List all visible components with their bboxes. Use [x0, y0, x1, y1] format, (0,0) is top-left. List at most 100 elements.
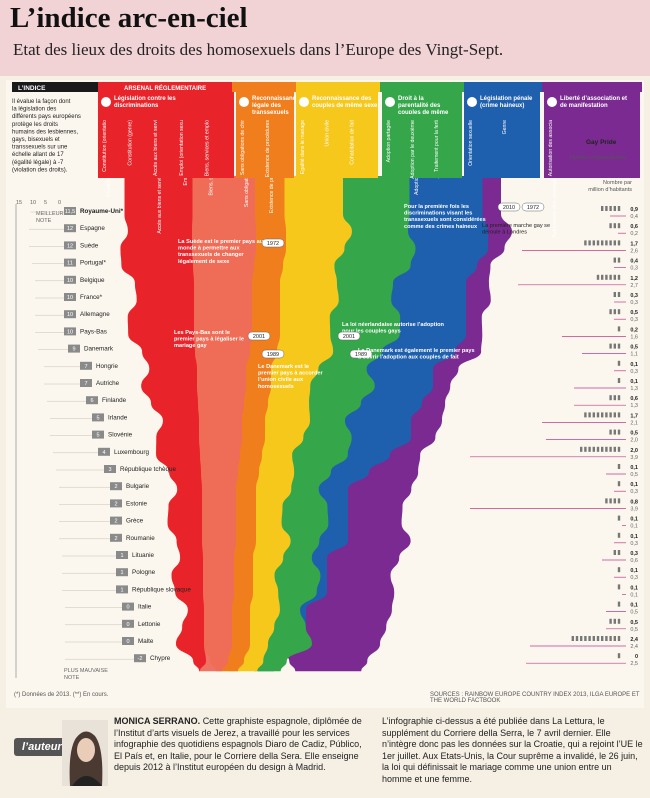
pride-icon [584, 446, 587, 452]
pride-icon [617, 584, 621, 590]
pride-icon [584, 636, 587, 641]
country-name: Autriche [96, 380, 120, 387]
score-value: 10 [67, 295, 73, 301]
pride-value: 0,5 [630, 310, 638, 316]
scale-tick-3: 0 [58, 200, 61, 206]
country-row: 4 Luxembourg 2,03,9 [53, 446, 638, 461]
country-name: République tchèque [120, 466, 177, 473]
annotation-trans-hate-crime-text-line-1: discriminations visant les [404, 211, 472, 217]
score-badge [122, 637, 134, 645]
assoc-value: 1,1 [630, 352, 638, 358]
arsenal-label: ARSENAL RÉGLEMENTAIRE [124, 84, 206, 92]
pride-icon [588, 636, 591, 641]
pride-icon [609, 206, 612, 211]
category-2-label-line-1: couples de même sexe [312, 103, 378, 109]
score-badge [116, 585, 128, 594]
category-0-label-line-1: discriminations [114, 103, 159, 109]
assoc-value: 2,6 [630, 248, 638, 254]
score-badge [92, 430, 104, 439]
pride-icon [617, 395, 621, 401]
category-4-label-line-0: Législation pénale [480, 96, 533, 102]
score-value: 11,5 [65, 209, 75, 215]
score-badge [116, 551, 128, 559]
pride-icon [617, 412, 621, 418]
score-badge [116, 568, 128, 577]
score-badge [64, 327, 76, 336]
score-value: 11 [67, 261, 73, 267]
subcategory-5-0: Autorisation des associa [548, 120, 554, 176]
category-2 [296, 92, 378, 114]
country-row: 5 Irlande 1,72,1 [50, 412, 638, 426]
category-5 [544, 92, 640, 114]
pride-icon [584, 412, 587, 418]
country-name: Danemark [84, 346, 114, 353]
score-value: 4 [102, 450, 105, 456]
annotation-sweden-trans-text-line-1: monde à permettre aux [178, 246, 240, 252]
score-badge [64, 275, 76, 284]
assoc-value: 2,1 [630, 420, 638, 426]
year-1972-sweden-label: 1972 [267, 241, 279, 247]
annotation-trans-hate-crime-text-line-2: transsexuels sont considérées [404, 217, 486, 223]
annotation-sweden-trans-text-line-0: La Suède est le premier pays au [178, 239, 264, 245]
country-row: 0 Malte 2,42,4 [65, 636, 639, 650]
pride-icon [580, 446, 583, 452]
assoc-value: 0,4 [630, 214, 638, 220]
pride-value: 0,3 [630, 551, 638, 557]
annotation-sweden-trans-text-line-3: légalement de sexe [178, 259, 229, 265]
score-badge [64, 258, 76, 267]
page-title: L’indice arc-en-ciel [10, 2, 248, 34]
index-description-line-7: échelle allant de 17 [12, 152, 64, 158]
assoc-value: 0,5 [630, 472, 638, 478]
pride-value: 0,1 [630, 362, 638, 368]
subcategory-1-0: Sans obligations de chir [240, 120, 246, 175]
country-row: 0 Italie 0,10,5 [65, 601, 638, 616]
category-5-icon [547, 97, 557, 107]
pride-icon [605, 446, 608, 452]
band-discrimination [120, 176, 206, 672]
pride-icon [609, 240, 612, 246]
score-badge [104, 465, 116, 473]
country-name: Luxembourg [114, 449, 150, 456]
index-description-line-9: (violation des droits). [12, 167, 68, 173]
country-row: 6 Finlande 0,61,3 [47, 395, 638, 409]
score-badge [110, 533, 122, 542]
country-name: Grèce [126, 518, 144, 525]
pride-icon [596, 446, 600, 452]
population-label-2: million d’habitants [588, 187, 632, 193]
pride-icon [613, 309, 616, 315]
pride-icon [605, 412, 608, 418]
subcategory-0-1: Constitution (genre) [128, 120, 134, 166]
pride-value: 0,1 [630, 482, 638, 488]
category-1-label-line-0: Reconnaissance [252, 96, 300, 102]
country-row: 9 Danemark 0,51,1 [38, 343, 638, 358]
index-description-line-2: différents pays européens [12, 114, 81, 120]
assoc-value: 2,4 [630, 644, 638, 650]
category-0-label-line-0: Législation contre les [114, 96, 176, 102]
annotation-dk-adoption-text-line-1: à ouvrir l’adoption aux couples de fait [358, 355, 459, 361]
country-row: 7 Hongrie 0,10,3 [44, 360, 638, 375]
pride-value: 0,1 [630, 603, 638, 609]
score-value: 12 [67, 226, 73, 232]
score-value: 7 [84, 364, 87, 370]
pride-value: 0,1 [630, 534, 638, 540]
pride-icon [617, 653, 621, 659]
annotation-nl-marriage-text-line-2: mariage gay [174, 343, 208, 349]
pride-icon [605, 498, 608, 504]
assoc-value: 0,3 [630, 489, 638, 495]
category-4-label-line-1: (crime haineux) [480, 103, 524, 109]
subcategory-1-1: Existence de procédures [265, 120, 271, 178]
annotation-nl-adoption-text-line-0: La loi néerlandaise autorise l’adoption [342, 322, 445, 328]
category-2-icon [299, 97, 309, 107]
pride-value: 1,2 [630, 276, 638, 282]
assoc-value: 0,6 [630, 558, 638, 564]
score-badge [64, 224, 76, 233]
category-1-icon [239, 97, 249, 107]
pride-value: 0,8 [630, 499, 638, 505]
pride-icon [617, 240, 621, 246]
pride-icon [617, 446, 621, 452]
pride-icon [617, 292, 621, 297]
pride-icon [617, 636, 621, 641]
